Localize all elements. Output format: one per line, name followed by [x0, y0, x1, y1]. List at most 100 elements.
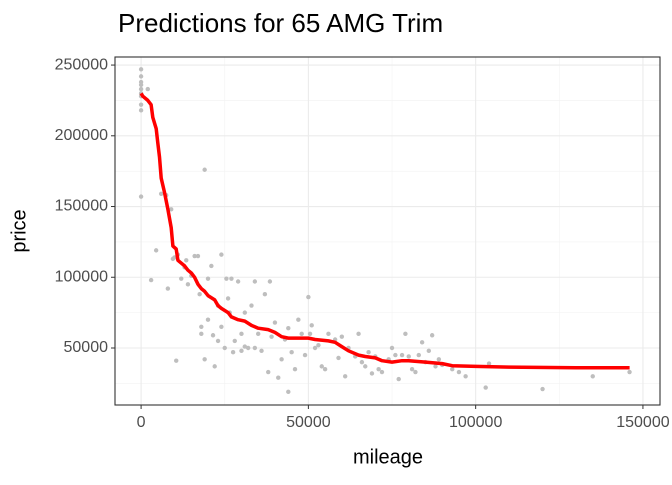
- point: [138, 108, 144, 113]
- point: [483, 385, 488, 390]
- point: [224, 276, 229, 281]
- point: [359, 359, 365, 365]
- point: [202, 167, 207, 172]
- point: [239, 331, 244, 337]
- point: [145, 86, 150, 92]
- point: [429, 333, 435, 338]
- point: [450, 367, 455, 372]
- point: [366, 350, 371, 355]
- point: [302, 352, 308, 358]
- point: [138, 67, 144, 72]
- point: [316, 342, 321, 348]
- point: [306, 294, 311, 300]
- point: [153, 248, 159, 253]
- point: [212, 364, 217, 369]
- y-axis-title: price: [8, 209, 30, 252]
- point: [239, 348, 244, 354]
- point: [138, 86, 144, 92]
- point: [255, 331, 261, 337]
- point: [540, 386, 545, 392]
- point: [319, 364, 324, 369]
- point: [138, 74, 144, 79]
- point: [396, 376, 401, 382]
- point: [230, 350, 236, 355]
- point: [209, 263, 214, 269]
- point: [486, 361, 492, 366]
- point: [336, 355, 341, 361]
- panel-border: [114, 56, 661, 406]
- point: [185, 282, 191, 287]
- point: [379, 369, 385, 375]
- point: [312, 345, 318, 351]
- point: [242, 344, 248, 349]
- point: [409, 367, 415, 372]
- point: [259, 348, 264, 354]
- point: [276, 375, 281, 380]
- point: [242, 310, 248, 315]
- point: [389, 345, 395, 351]
- point: [289, 350, 294, 355]
- y-tick-label: 250000: [55, 56, 108, 73]
- point: [202, 357, 207, 362]
- point: [215, 338, 221, 344]
- point: [292, 367, 298, 372]
- point: [272, 320, 278, 325]
- point: [197, 292, 202, 297]
- point: [252, 279, 258, 284]
- point: [199, 331, 204, 337]
- point: [296, 317, 301, 322]
- point: [232, 338, 237, 344]
- point: [436, 357, 442, 362]
- point: [235, 279, 241, 284]
- point: [138, 102, 144, 107]
- point: [286, 389, 291, 395]
- point: [138, 82, 144, 88]
- point: [138, 194, 144, 199]
- point: [249, 303, 254, 308]
- point: [267, 279, 273, 284]
- point: [262, 292, 268, 297]
- point: [174, 358, 179, 363]
- point: [205, 317, 211, 322]
- point: [229, 276, 234, 281]
- point: [342, 374, 348, 379]
- point: [158, 191, 164, 196]
- point: [210, 333, 216, 338]
- y-tick-label: 50000: [64, 339, 109, 356]
- point: [205, 276, 211, 281]
- chart-title: Predictions for 65 AMG Trim: [118, 8, 443, 38]
- point: [627, 369, 632, 375]
- point: [416, 352, 421, 358]
- point: [195, 253, 201, 259]
- point: [309, 323, 314, 328]
- point: [199, 324, 204, 329]
- point: [184, 258, 189, 263]
- point: [433, 364, 438, 369]
- point: [225, 296, 231, 301]
- point: [307, 331, 313, 337]
- y-tick-label: 100000: [55, 268, 108, 285]
- point: [299, 331, 304, 337]
- point: [266, 369, 271, 375]
- point: [169, 207, 174, 212]
- x-axis-title: mileage: [353, 446, 423, 468]
- point: [426, 348, 432, 354]
- point: [356, 331, 361, 337]
- point: [252, 345, 258, 351]
- point: [269, 334, 274, 339]
- point: [222, 345, 227, 351]
- point: [219, 252, 224, 257]
- point: [165, 286, 171, 291]
- x-tick-label: 0: [137, 414, 146, 431]
- point: [339, 334, 345, 339]
- fit-line: [139, 92, 630, 370]
- point: [192, 253, 197, 259]
- point: [463, 374, 468, 379]
- x-tick-label: 150000: [616, 414, 669, 431]
- point: [245, 345, 251, 351]
- y-tick-label: 150000: [55, 198, 108, 215]
- point: [179, 276, 184, 281]
- point: [403, 331, 408, 337]
- point: [148, 277, 154, 283]
